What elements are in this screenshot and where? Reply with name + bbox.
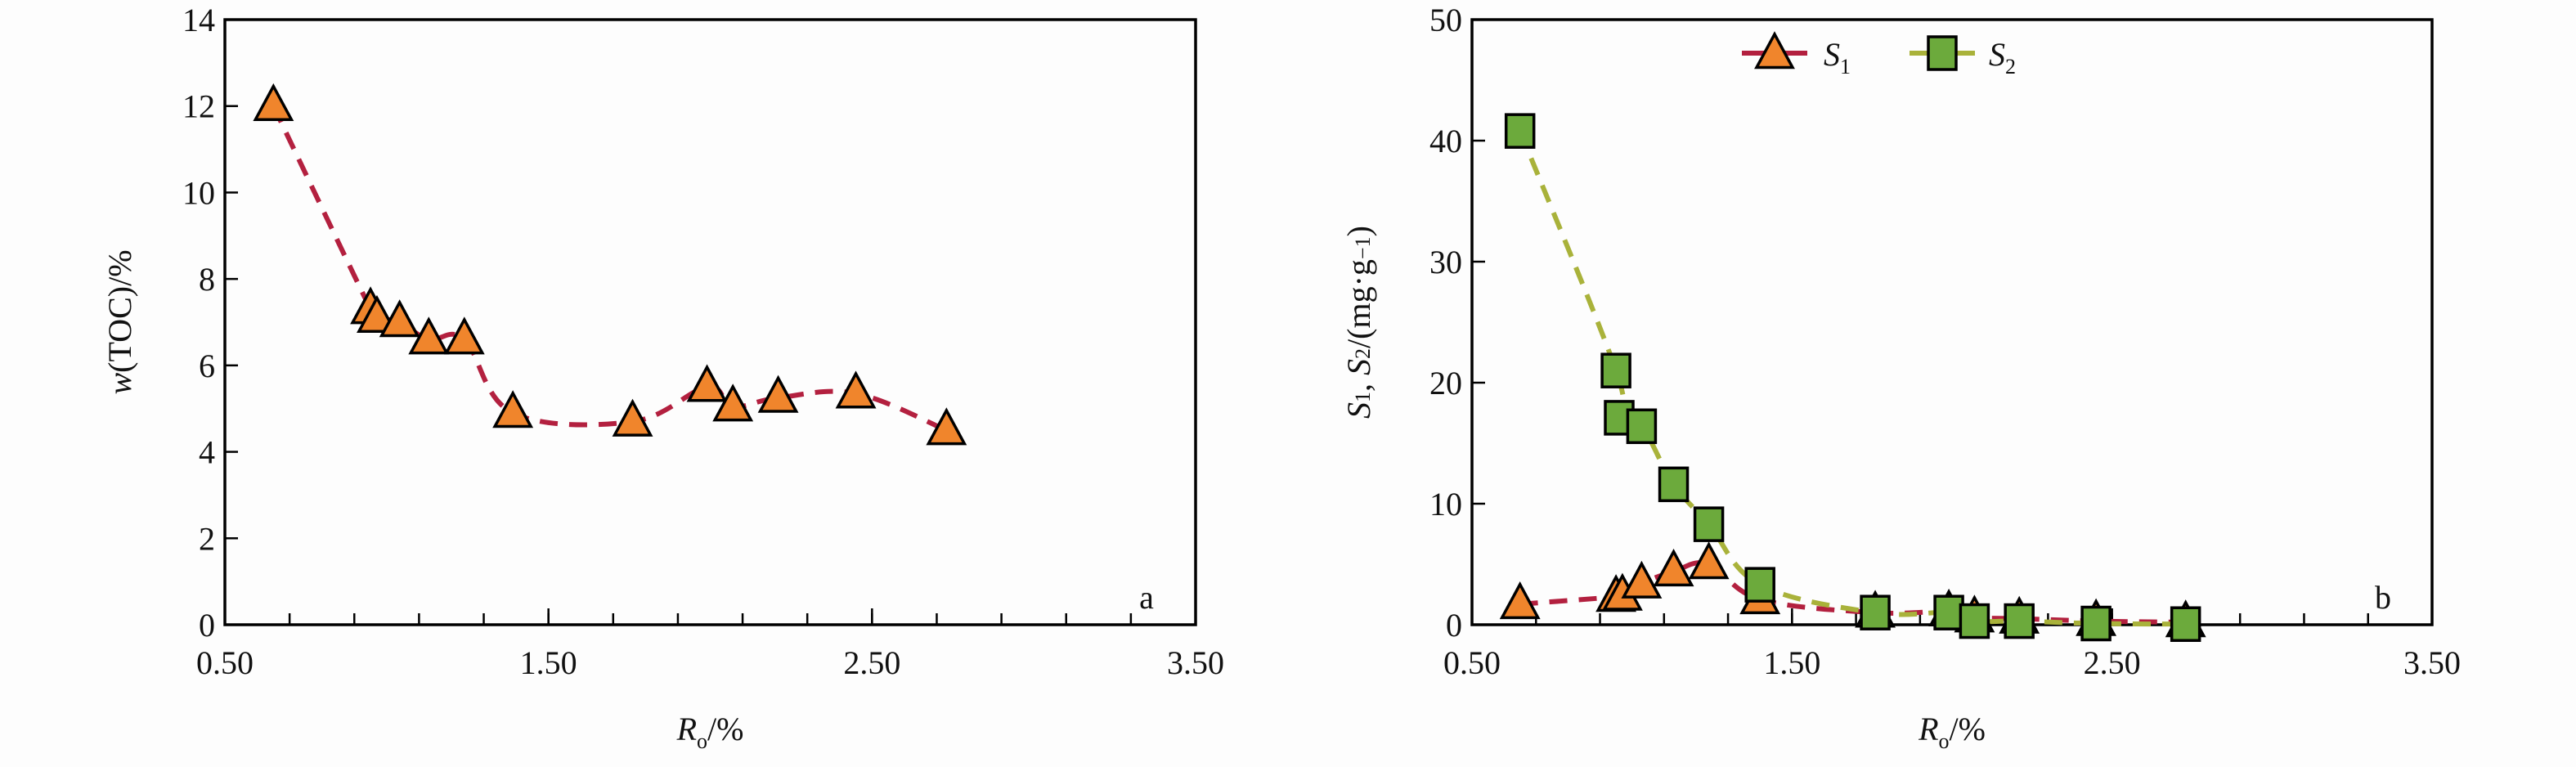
legend-s1-label: S1 (1824, 36, 1851, 78)
y-axis-title-part: /(mg·g (1340, 259, 1377, 348)
toc-data-point (379, 299, 420, 338)
s1-data-point (1653, 548, 1694, 587)
s2-data-point (2004, 603, 2035, 639)
toc-data-point (612, 398, 653, 437)
s2-data-point (1744, 567, 1775, 603)
legend-s1-s: S (1824, 36, 1840, 73)
y-axis-title: w(TOC)/% (101, 249, 138, 394)
y-tick-label: 50 (1429, 2, 1462, 38)
s2-data-point (2080, 605, 2112, 642)
y-tick-label: 10 (1429, 486, 1462, 523)
s2-data-point (1504, 113, 1536, 149)
y-axis-title-part: ) (1340, 226, 1377, 236)
s2-data-point (2170, 606, 2201, 643)
panel-a-toc-chart: 0.50 1.50 2.50 3.50 0 2 4 6 8 10 12 14 Ro/% a w(TOC)/% (101, 2, 1224, 753)
y-tick-label: 20 (1429, 365, 1462, 401)
y-axis-title: S1, S2/(mg·g−1) (1340, 226, 1377, 419)
s1-data-point (1621, 560, 1663, 599)
panel-label: a (1139, 579, 1154, 616)
legend-s1-marker (1754, 31, 1795, 70)
y-tick-label: 30 (1429, 244, 1462, 280)
x-axis-title: Ro/% (676, 711, 744, 753)
toc-data-point (926, 407, 967, 446)
y-tick-label: 14 (182, 2, 215, 38)
legend-s2-s: S (1989, 36, 2005, 73)
y-axis-title-w: w (101, 373, 138, 395)
y-tick-label: 40 (1429, 123, 1462, 159)
y-axis-title-part: S (1340, 359, 1377, 375)
x-axis-title-main: R (676, 711, 697, 747)
x-tick-label: 2.50 (843, 644, 900, 681)
plot-frame (1470, 18, 2434, 626)
y-tick-label: 8 (199, 261, 215, 298)
y-tick-label: 12 (182, 88, 215, 125)
x-tick-label: 3.50 (1167, 644, 1224, 681)
legend-s2-label: S2 (1989, 36, 2016, 78)
s1-data-point (1499, 581, 1541, 620)
legend: S1 S2 (1742, 31, 2016, 78)
toc-data-point (357, 294, 397, 333)
y-axis-title-part: S (1340, 402, 1377, 419)
y-axis-title-part: 2 (1351, 348, 1375, 359)
toc-data-point (443, 316, 485, 355)
x-axis-title-sub: o (697, 729, 707, 753)
plot-frame (223, 18, 1197, 626)
toc-data-point (253, 83, 294, 121)
toc-data-point (835, 370, 877, 409)
x-tick-label: 1.50 (1763, 644, 1820, 681)
legend-s2-sub: 2 (2005, 55, 2016, 78)
s2-data-point (1693, 506, 1725, 542)
x-axis-title-rest: /% (1950, 711, 1986, 747)
y-axis-title-part: 1 (1351, 392, 1375, 402)
s2-data-point (1933, 594, 1964, 630)
y-tick-label: 0 (1446, 607, 1462, 644)
legend-s2-marker (1927, 35, 1958, 71)
y-axis-title-part: −1 (1351, 236, 1375, 259)
s2-data-point (1600, 352, 1631, 388)
y-tick-label: 4 (199, 434, 215, 471)
x-axis-title-sub: o (1939, 729, 1950, 753)
legend-s1-sub: 1 (1840, 55, 1851, 78)
x-tick-label: 0.50 (196, 644, 254, 681)
toc-data-point (686, 364, 728, 402)
y-tick-label: 0 (199, 607, 215, 644)
s2-data-point (1860, 594, 1891, 630)
x-axis-title-main: R (1918, 711, 1938, 747)
toc-data-point (757, 375, 799, 413)
s2-data-point (1658, 466, 1690, 503)
y-axis-title-rest: (TOC)/% (101, 249, 138, 372)
toc-data-point (712, 384, 754, 422)
x-tick-label: 3.50 (2403, 644, 2461, 681)
x-axis-title: Ro/% (1918, 711, 1986, 753)
x-tick-label: 2.50 (2084, 644, 2141, 681)
y-axis-title-part: , (1340, 375, 1377, 392)
toc-data-point (492, 390, 534, 428)
s1-data-point (1688, 541, 1730, 580)
toc-data-point (408, 316, 450, 355)
x-axis-title-rest: /% (707, 711, 743, 747)
panel-label: b (2375, 579, 2391, 616)
x-tick-label: 0.50 (1443, 644, 1501, 681)
y-tick-label: 10 (182, 174, 215, 211)
y-tick-label: 2 (199, 520, 215, 557)
toc-trend-line (271, 105, 948, 433)
x-tick-label: 1.50 (520, 644, 577, 681)
s2-data-point (1959, 603, 1990, 639)
y-tick-label: 6 (199, 348, 215, 384)
s2-data-point (1626, 408, 1658, 445)
